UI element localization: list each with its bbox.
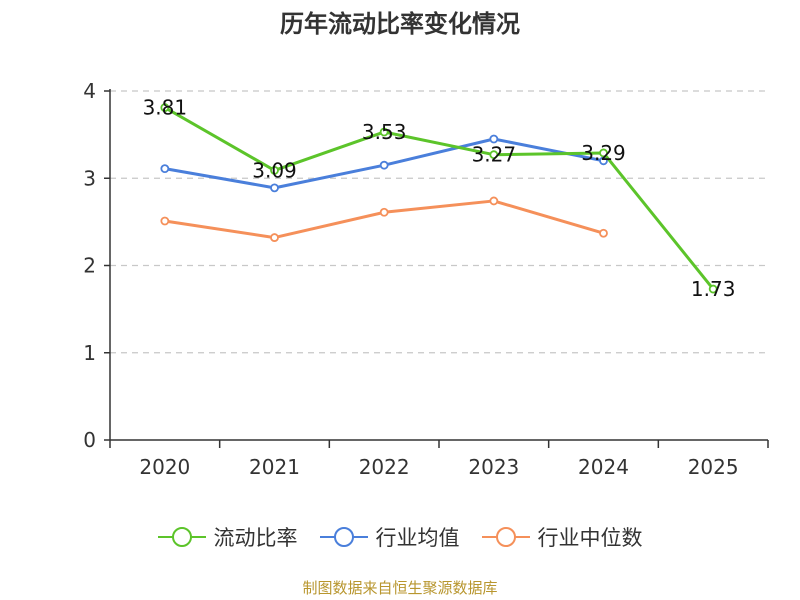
x-tick-label: 2021 (249, 455, 300, 479)
data-point[interactable] (599, 148, 608, 158)
data-label: 3.29 (581, 141, 626, 165)
data-point[interactable] (489, 134, 499, 144)
data-point[interactable] (708, 284, 718, 294)
data-label: 3.09 (252, 158, 297, 182)
legend-marker-industry-median-icon (481, 527, 530, 547)
data-point[interactable] (489, 196, 499, 206)
data-point[interactable] (270, 183, 279, 193)
data-label: 1.73 (691, 277, 736, 301)
legend-item-industry-mean[interactable]: 行业均值 (319, 522, 460, 552)
legend-item-current-ratio[interactable]: 流动比率 (157, 522, 298, 552)
x-tick-label: 2023 (468, 455, 519, 479)
legend-label-current-ratio: 流动比率 (213, 526, 298, 550)
data-label: 3.81 (143, 96, 188, 120)
y-tick-label: 4 (83, 79, 96, 103)
y-tick-label: 0 (83, 428, 96, 452)
chart-title: 历年流动比率变化情况 (280, 10, 520, 38)
legend-item-industry-median[interactable]: 行业中位数 (481, 522, 643, 552)
legend-marker-current-ratio-icon (157, 527, 206, 547)
data-labels: 3.81 3.09 3.53 3.27 3.29 1.73 (143, 96, 736, 301)
legend-label-industry-mean: 行业均值 (375, 526, 460, 550)
x-tick-label: 2024 (578, 455, 629, 479)
legend-marker-industry-mean-icon (319, 527, 368, 547)
series-line-2 (164, 199, 604, 240)
data-point[interactable] (270, 165, 279, 175)
data-point[interactable] (379, 160, 389, 170)
data-point[interactable] (160, 216, 170, 226)
grid-lines (110, 90, 768, 354)
axes: 0 1 2 3 4 2020 2021 2022 2023 2024 2025 (83, 79, 769, 479)
y-tick-label: 2 (83, 254, 96, 278)
data-point[interactable] (270, 233, 279, 242)
y-tick-label: 3 (83, 166, 96, 190)
data-label: 3.53 (362, 120, 407, 144)
data-point[interactable] (599, 228, 608, 238)
y-tick-label: 1 (83, 341, 96, 365)
data-label: 3.27 (472, 143, 517, 167)
data-point[interactable] (379, 207, 389, 217)
x-tick-label: 2020 (139, 455, 190, 479)
legend-label-industry-median: 行业中位数 (537, 526, 643, 550)
data-point[interactable] (379, 127, 389, 137)
data-point[interactable] (489, 150, 499, 160)
series-line-0 (164, 106, 715, 290)
source-note: 制图数据来自恒生聚源数据库 (302, 579, 498, 597)
legend: 流动比率 行业均值 行业中位数 (0, 517, 800, 557)
series-lines (160, 103, 718, 294)
data-point[interactable] (160, 103, 170, 112)
x-tick-label: 2022 (359, 455, 410, 479)
x-tick-label: 2025 (688, 455, 739, 479)
data-point[interactable] (160, 164, 170, 174)
